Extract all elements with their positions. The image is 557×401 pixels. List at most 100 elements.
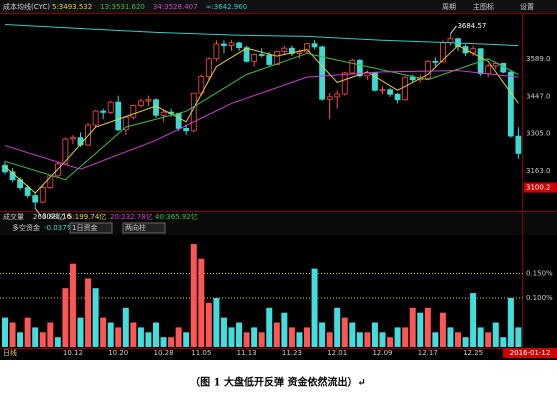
legend-entry: ∞:3642.960 [206,3,248,11]
bar [319,322,326,347]
annotation: 3021.16 [42,212,71,220]
bar [251,327,258,347]
x-tick-label: 12.01 [327,349,347,357]
bar [417,312,424,347]
bar [500,337,507,347]
candle-body [122,116,129,131]
bar [85,278,92,347]
bar [477,327,484,347]
toolbar-item[interactable]: 主图标 [473,2,494,11]
candle-body [507,71,514,137]
annotation-line [450,25,457,35]
bar [77,317,84,347]
bar [439,312,446,347]
candle-body [266,54,273,65]
candle-body [62,138,69,165]
legend-entry: 13:3531.620 [100,3,145,11]
candle-body [447,38,454,44]
bar [137,327,144,347]
legend-entry: 34:3528.407 [153,3,198,11]
bar [273,322,280,347]
bar [364,332,371,347]
bar [387,337,394,347]
x-tick-label: 11.23 [282,349,302,357]
toolbar-item[interactable]: 周期 [442,3,456,11]
volume-ma: 20:232.78亿 [110,212,153,221]
candle-body [341,72,348,95]
bar [288,327,295,347]
candle-body [221,43,227,46]
annotation-line [34,208,42,217]
bar [62,288,69,347]
volume-ma: 5:199.74亿 [68,212,106,221]
bar [424,307,431,347]
y-tick-label: 0.150% [526,270,553,278]
candle-body [372,72,378,91]
candle-body [492,63,499,67]
candle-body [236,42,242,49]
bar [515,327,522,347]
x-tick-label: 11.05 [191,349,211,357]
candle-body [183,128,190,132]
bar [47,322,54,347]
bar [198,258,205,347]
bar [32,327,39,347]
bar [160,337,167,347]
bar [130,322,137,347]
bar [145,332,152,347]
toolbar-item[interactable]: 设置 [520,2,534,11]
caption: （图 1 大盘低开反弹 资金依然流出）↵ [190,376,366,389]
legend-entry: 5:3493.532 [52,3,92,11]
selector[interactable] [69,222,113,234]
bar [175,327,182,347]
candle-body [387,89,393,95]
candle-body [311,43,318,48]
bar [220,317,227,347]
cursor-date-bg [503,348,557,358]
bar [122,307,129,347]
selector[interactable] [122,222,166,234]
candle-body [349,59,356,74]
candle-body [515,135,522,154]
candle-body [92,110,99,126]
x-tick-label: 11.13 [237,349,257,357]
candle-body [319,46,326,100]
selector-label[interactable]: 两向柱 [125,223,146,232]
candle-body [409,76,416,81]
current-price-box [524,182,557,193]
candle-body [205,58,212,78]
candle-body [273,51,280,65]
candle-body [258,54,265,56]
candle-body [130,105,137,118]
x-tick-label: 12.09 [372,349,392,357]
moving-average [4,70,519,170]
bar [236,322,243,347]
candle-body [304,43,310,53]
flow-value: -0.037% [44,224,74,232]
candle-body [213,43,220,60]
bar [54,337,61,347]
candle-body [379,89,386,92]
bar [39,332,46,347]
moving-average [4,52,519,181]
bar [205,302,212,347]
bar [311,268,318,347]
candle-body [39,187,46,203]
bar [24,317,31,347]
y-tick-label: 3589.0 [526,55,551,63]
bar [92,288,99,347]
bar [492,322,499,347]
bar [2,317,8,347]
bar [281,312,288,347]
bar [409,307,416,347]
candle-body [243,47,250,62]
selector-label[interactable]: 1日资金 [72,223,97,232]
bar [371,322,378,347]
x-tick-label: 10.12 [63,349,83,357]
bar [168,337,175,347]
bar [432,332,439,347]
bar [228,327,235,347]
y-tick-label: 3447.0 [526,92,551,100]
bar [243,332,250,347]
